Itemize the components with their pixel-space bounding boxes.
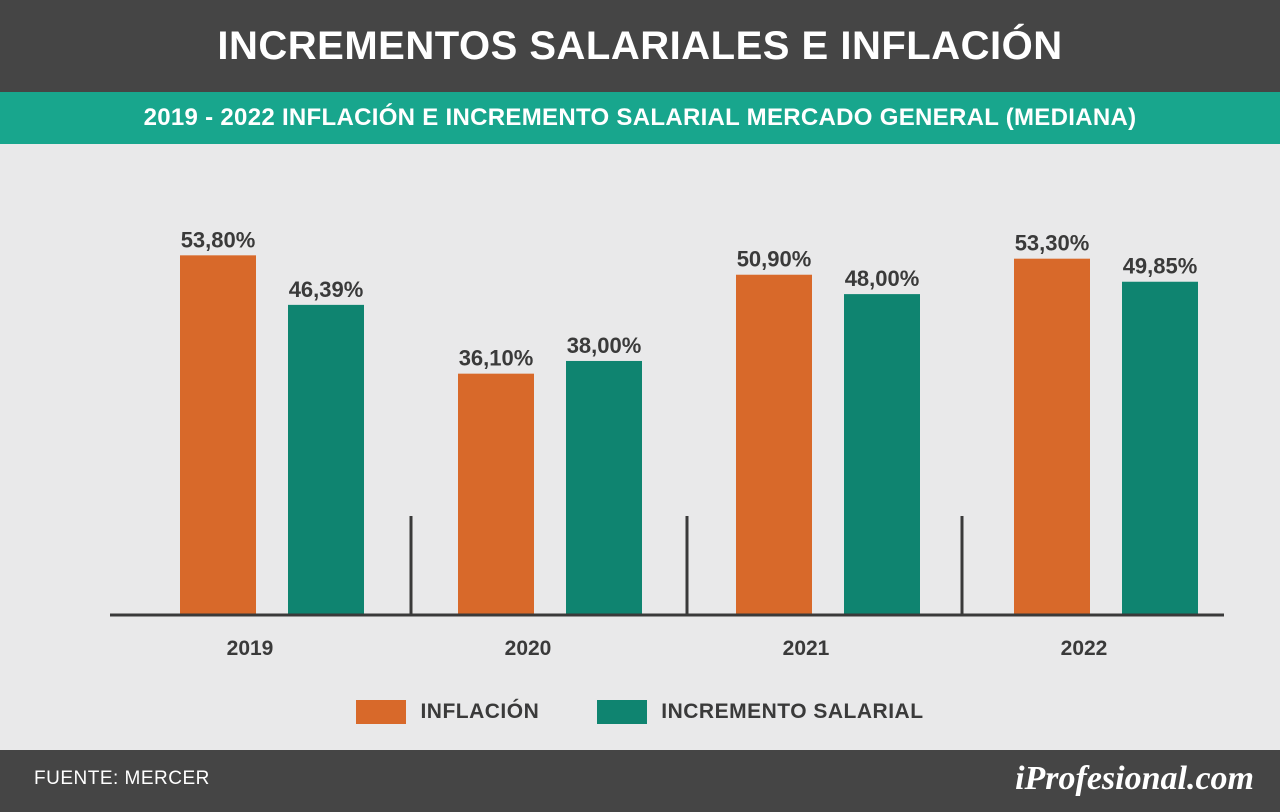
bar-incremento-salarial-2021	[844, 294, 920, 615]
x-tick-label-2021: 2021	[783, 637, 830, 660]
brand-logo: iProfesional.com	[1015, 760, 1254, 797]
bar-inflacion-2019	[180, 255, 256, 615]
bar-incremento-salarial-2022	[1122, 281, 1198, 615]
chart-legend: INFLACIÓN INCREMENTO SALARIAL	[0, 694, 1280, 730]
legend-item-incremento-salarial: INCREMENTO SALARIAL	[597, 700, 923, 724]
chart-subtitle: 2019 - 2022 INFLACIÓN E INCREMENTO SALAR…	[143, 104, 1137, 131]
data-label-inflacion-2022: 53,30%	[1015, 231, 1090, 256]
legend-item-inflacion: INFLACIÓN	[356, 700, 539, 724]
x-tick-label-2022: 2022	[1061, 637, 1108, 660]
legend-label-inflacion: INFLACIÓN	[420, 700, 540, 723]
legend-swatch-incremento-salarial	[597, 700, 648, 724]
data-label-inflacion-2019: 53,80%	[181, 227, 256, 252]
data-label-incremento-salarial-2020: 38,00%	[567, 333, 642, 358]
legend-label-incremento-salarial: INCREMENTO SALARIAL	[661, 700, 924, 723]
data-label-incremento-salarial-2021: 48,00%	[845, 266, 920, 291]
chart-subheader: 2019 - 2022 INFLACIÓN E INCREMENTO SALAR…	[0, 92, 1280, 144]
legend-swatch-inflacion	[356, 700, 407, 724]
bar-incremento-salarial-2020	[566, 360, 642, 615]
page-title: INCREMENTOS SALARIALES E INFLACIÓN	[217, 23, 1063, 68]
source-note: FUENTE: MERCER	[34, 768, 210, 789]
bar-inflacion-2020	[458, 373, 534, 615]
data-label-inflacion-2020: 36,10%	[459, 346, 534, 371]
bar-inflacion-2022	[1014, 258, 1090, 615]
x-tick-label-2020: 2020	[505, 637, 552, 660]
bar-incremento-salarial-2019	[288, 304, 364, 615]
data-label-incremento-salarial-2022: 49,85%	[1123, 254, 1198, 279]
x-tick-label-2019: 2019	[227, 637, 274, 660]
bar-chart: 53,80% 46,39% 2019 36,10% 38,00% 2020 50,90% 48…	[110, 227, 1224, 660]
bar-inflacion-2021	[736, 274, 812, 615]
chart-area: 53,80% 46,39% 2019 36,10% 38,00% 2020 50,90% 48…	[0, 144, 1280, 750]
chart-header: INCREMENTOS SALARIALES E INFLACIÓN	[0, 0, 1280, 92]
data-label-inflacion-2021: 50,90%	[737, 247, 812, 272]
footer-bar: FUENTE: MERCER iProfesional.com	[0, 750, 1280, 812]
data-label-incremento-salarial-2019: 46,39%	[289, 277, 364, 302]
